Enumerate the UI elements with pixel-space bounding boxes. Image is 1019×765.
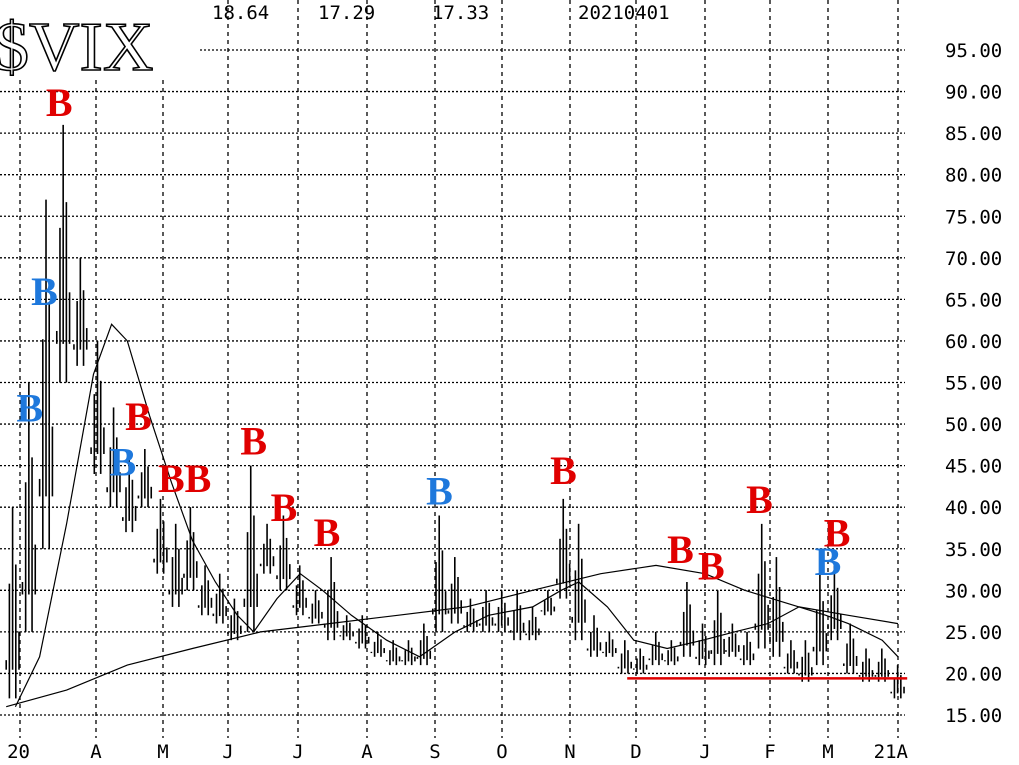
signal-red-b: B: [240, 419, 267, 464]
signal-red-b: B: [185, 456, 212, 501]
header-value: 18.64: [212, 2, 269, 24]
signal-red-b: B: [824, 511, 851, 556]
x-tick-label: M: [822, 741, 833, 763]
signal-blue-b: B: [16, 385, 43, 430]
signal-red-b: B: [271, 485, 298, 530]
y-tick-label: 60.00: [945, 331, 1002, 353]
y-tick-label: 40.00: [945, 497, 1002, 519]
y-tick-label: 95.00: [945, 40, 1002, 62]
x-tick-label: 21A: [874, 741, 909, 763]
header-value: 17.29: [318, 2, 375, 24]
y-tick-label: 50.00: [945, 414, 1002, 436]
price-bars: [5, 124, 905, 699]
signal-red-b: B: [46, 80, 73, 125]
header-value: 20210401: [578, 2, 670, 24]
x-tick-label: F: [764, 741, 775, 763]
signal-blue-b: B: [31, 269, 58, 314]
y-tick-label: 55.00: [945, 373, 1002, 395]
y-tick-label: 85.00: [945, 123, 1002, 145]
signal-red-b: B: [746, 477, 773, 522]
signal-blue-b: B: [815, 539, 842, 584]
grid: [0, 0, 905, 738]
y-tick-label: 25.00: [945, 622, 1002, 644]
moving-average-line: [14, 323, 899, 707]
title-background: [0, 0, 200, 80]
header-value: 17.33: [432, 2, 489, 24]
y-tick-label: 45.00: [945, 456, 1002, 478]
x-tick-label: D: [630, 741, 641, 763]
signal-red-b: B: [314, 510, 341, 555]
x-tick-label: M: [157, 741, 168, 763]
x-tick-label: 20: [7, 741, 30, 763]
moving-averages: [6, 323, 899, 708]
x-tick-label: O: [496, 741, 507, 763]
x-tick-label: S: [429, 741, 440, 763]
x-tick-label: N: [564, 741, 575, 763]
x-tick-label: J: [292, 741, 303, 763]
y-tick-label: 30.00: [945, 580, 1002, 602]
signal-red-b: B: [550, 448, 577, 493]
signal-blue-b: B: [426, 469, 453, 514]
header-values: 18.64 17.29 17.33 20210401: [212, 2, 670, 24]
y-tick-label: 75.00: [945, 206, 1002, 228]
y-tick-label: 20.00: [945, 663, 1002, 685]
signal-red-b: B: [125, 394, 152, 439]
x-tick-label: J: [222, 741, 233, 763]
x-tick-label: J: [699, 741, 710, 763]
y-tick-label: 70.00: [945, 248, 1002, 270]
signal-red-b: B: [158, 456, 185, 501]
signal-red-b: B: [698, 543, 725, 588]
y-tick-label: 35.00: [945, 539, 1002, 561]
x-tick-label: A: [90, 741, 102, 763]
chart-title: $VIX: [0, 9, 153, 86]
y-tick-label: 65.00: [945, 289, 1002, 311]
y-tick-label: 80.00: [945, 165, 1002, 187]
signal-red-b: B: [667, 527, 694, 572]
x-tick-label: A: [361, 741, 373, 763]
y-axis: 95.00 90.00 85.00 80.00 75.00 70.00 65.00 60.00…: [945, 40, 1002, 727]
y-tick-label: 15.00: [945, 705, 1002, 727]
y-tick-label: 90.00: [945, 82, 1002, 104]
moving-average-line: [6, 564, 899, 708]
signal-blue-b: B: [109, 439, 136, 484]
x-axis: 20 A M J J A S O N D J F M 21A: [7, 741, 908, 763]
